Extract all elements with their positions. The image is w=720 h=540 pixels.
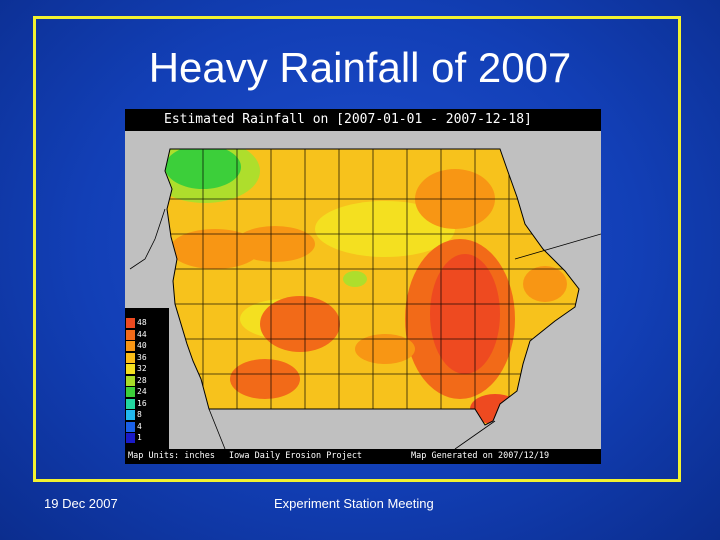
legend-label: 8 bbox=[137, 410, 142, 419]
legend-label: 16 bbox=[137, 398, 147, 408]
rainfall-map bbox=[129, 148, 601, 450]
legend-swatch bbox=[126, 398, 135, 409]
map-units-label: Map Units: inches bbox=[128, 451, 215, 461]
legend-label: 40 bbox=[137, 341, 147, 350]
iowa-outline bbox=[164, 148, 580, 426]
river-line bbox=[129, 208, 166, 270]
legend-label: 36 bbox=[137, 352, 147, 362]
legend-label: 48 bbox=[137, 318, 147, 327]
legend-label: 24 bbox=[137, 387, 147, 396]
legend-swatch bbox=[126, 421, 135, 432]
legend-swatch bbox=[126, 329, 135, 340]
map-legend: 48 44 40 36 32 28 24 16 8 4 1 bbox=[125, 308, 169, 449]
slide-frame bbox=[33, 16, 681, 482]
river-line bbox=[208, 408, 226, 450]
legend-swatch bbox=[126, 318, 135, 328]
slide-title: Heavy Rainfall of 2007 bbox=[148, 44, 572, 91]
slide-meeting-name: Experiment Station Meeting bbox=[274, 496, 434, 511]
map-header: Estimated Rainfall on [2007-01-01 - 2007… bbox=[125, 109, 601, 131]
map-generated-label: Map Generated on 2007/12/19 bbox=[411, 451, 550, 461]
legend-swatch bbox=[126, 410, 135, 420]
rainfall-map-panel: Estimated Rainfall on [2007-01-01 - 2007… bbox=[125, 109, 601, 464]
legend-swatch bbox=[126, 387, 135, 397]
legend-label: 28 bbox=[137, 375, 147, 385]
legend-swatch bbox=[126, 364, 135, 374]
legend-swatch bbox=[126, 433, 135, 443]
map-footer: Map Units: inches Iowa Daily Erosion Pro… bbox=[125, 449, 601, 464]
river-line bbox=[514, 233, 601, 260]
legend-swatch bbox=[126, 352, 135, 363]
legend-label: 4 bbox=[137, 421, 142, 431]
legend-swatch bbox=[126, 375, 135, 386]
legend-swatch bbox=[126, 341, 135, 351]
map-project-label: Iowa Daily Erosion Project bbox=[229, 451, 363, 461]
river-line bbox=[454, 420, 496, 450]
slide-date: 19 Dec 2007 bbox=[44, 496, 118, 511]
legend-label: 32 bbox=[137, 364, 147, 373]
iowa-state bbox=[165, 149, 579, 425]
legend-label: 1 bbox=[137, 433, 142, 442]
legend-label: 44 bbox=[137, 329, 147, 339]
